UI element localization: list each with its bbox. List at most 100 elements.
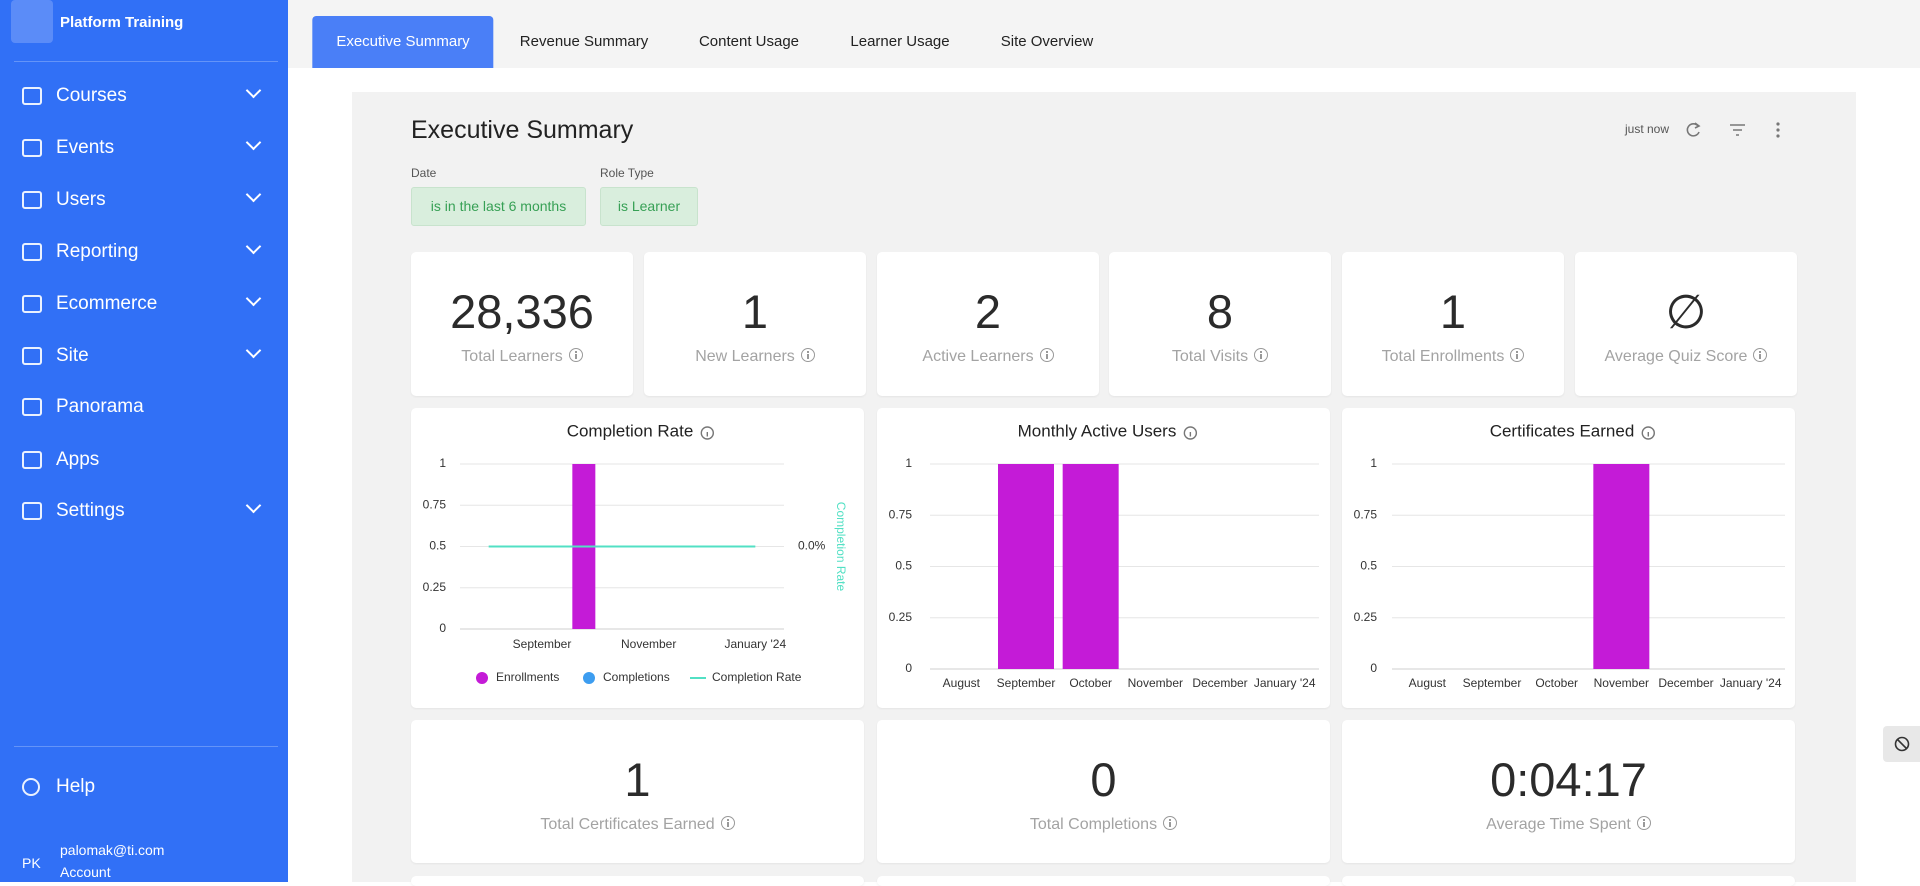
divider — [14, 61, 278, 62]
nav-label[interactable]: Reporting — [56, 241, 139, 262]
info-icon[interactable] — [1163, 816, 1178, 830]
info-icon[interactable] — [568, 348, 583, 362]
kpi-label-text: Average Quiz Score — [1604, 348, 1748, 365]
kpi-value: 0 — [1090, 753, 1117, 806]
chevron[interactable] — [245, 82, 262, 99]
kpi-value: 1 — [624, 753, 651, 806]
kpi-value: 2 — [974, 285, 1002, 338]
kpi-label-text: Total Visits — [1171, 348, 1249, 365]
tab[interactable]: Executive Summary — [312, 16, 494, 68]
tab[interactable]: Learner Usage — [850, 33, 950, 50]
menu-dot[interactable] — [1776, 134, 1780, 138]
info-icon[interactable] — [800, 348, 815, 362]
nav-icon — [22, 295, 42, 313]
help-item[interactable]: Help — [0, 767, 288, 807]
nav-icon — [22, 398, 42, 416]
info-icon[interactable] — [1636, 816, 1651, 830]
kpi-tile: 0 Total Completions — [877, 720, 1330, 863]
nav-label[interactable]: Events — [56, 137, 115, 158]
nav-label[interactable]: Settings — [56, 500, 125, 521]
nav-item[interactable]: Users — [0, 180, 288, 220]
tile — [877, 876, 1330, 886]
chevron[interactable] — [245, 497, 262, 514]
block-icon — [1894, 736, 1910, 752]
nav-icon — [22, 87, 42, 105]
tile — [1342, 876, 1795, 886]
info-icon[interactable] — [1254, 348, 1269, 362]
kpi-label: New Learners — [644, 348, 866, 366]
info-icon[interactable] — [1510, 348, 1525, 362]
kpi-label: Total Completions — [877, 816, 1330, 834]
menu-dot[interactable] — [1776, 128, 1780, 132]
logo[interactable] — [11, 0, 53, 43]
info-icon[interactable] — [1753, 348, 1768, 362]
kpi-value: 8 — [1206, 285, 1234, 338]
kpi-tile: 0:04:17 Average Time Spent — [1342, 720, 1795, 863]
nav-label[interactable]: Users — [56, 189, 106, 210]
chevron[interactable] — [245, 186, 262, 203]
kpi-label-text: Active Learners — [922, 348, 1034, 365]
kpi-label-text: Total Learners — [461, 348, 563, 365]
kpi-value: 1 — [741, 285, 769, 338]
nav-item[interactable]: Courses — [0, 76, 288, 116]
kpi-tile: 1 Total Certificates Earned — [411, 720, 864, 863]
tab-bar — [288, 0, 1920, 68]
brand[interactable]: Platform Training — [60, 14, 184, 31]
kpi-label-text: Average Time Spent — [1486, 816, 1631, 833]
kpi-label: Total Enrollments — [1342, 348, 1564, 366]
nav-icon — [22, 451, 42, 469]
kpi-label-text: New Learners — [695, 348, 795, 365]
toolbar-icons[interactable] — [1685, 120, 1795, 140]
chart-tile — [877, 408, 1330, 708]
user-initials: PK — [22, 855, 41, 871]
divider — [14, 746, 278, 747]
nav-item[interactable]: Panorama — [0, 387, 288, 427]
kpi-label: Total Visits — [1109, 348, 1331, 366]
help-label[interactable]: Help — [56, 776, 96, 797]
kpi-value: ∅ — [1665, 285, 1707, 338]
nav-item[interactable]: Site — [0, 336, 288, 376]
info-icon[interactable] — [720, 816, 735, 830]
refresh-icon[interactable] — [1686, 123, 1700, 137]
info-icon[interactable] — [1039, 348, 1054, 362]
menu-dot[interactable] — [1776, 122, 1780, 126]
nav-icon — [22, 243, 42, 261]
nav-label[interactable]: Panorama — [56, 396, 144, 417]
chevron[interactable] — [245, 342, 262, 359]
filter-label: Date — [411, 166, 437, 180]
chevron[interactable] — [245, 134, 262, 151]
help-icon — [22, 778, 40, 796]
tab[interactable]: Content Usage — [698, 33, 800, 50]
tab[interactable]: Revenue Summary — [519, 33, 649, 50]
kpi-label: Average Quiz Score — [1575, 348, 1797, 366]
nav-label[interactable]: Ecommerce — [56, 293, 158, 314]
tab[interactable]: Site Overview — [1000, 33, 1094, 50]
kpi-label-text: Total Enrollments — [1381, 348, 1505, 365]
nav-item[interactable]: Settings — [0, 491, 288, 531]
nav-icon — [22, 347, 42, 365]
nav-item[interactable]: Apps — [0, 440, 288, 480]
kpi-tile: 2 Active Learners — [877, 252, 1099, 396]
kpi-value: 0:04:17 — [1490, 753, 1647, 806]
floating-button[interactable] — [1883, 726, 1920, 762]
filter-icon[interactable] — [1730, 124, 1745, 136]
account-link[interactable]: Account — [60, 864, 111, 880]
dashboard-title: Executive Summary — [411, 116, 634, 144]
chevron[interactable] — [245, 238, 262, 255]
kpi-label: Average Time Spent — [1342, 816, 1795, 834]
nav-item[interactable]: Events — [0, 128, 288, 168]
kpi-tile: 8 Total Visits — [1109, 252, 1331, 396]
nav-item[interactable]: Ecommerce — [0, 284, 288, 324]
nav-label[interactable]: Site — [56, 345, 89, 366]
user-email[interactable]: palomak@ti.com — [60, 842, 165, 858]
kpi-label-text: Total Completions — [1029, 816, 1158, 833]
kpi-label: Active Learners — [877, 348, 1099, 366]
nav-label[interactable]: Apps — [56, 449, 100, 470]
filter-chip[interactable]: is Learner — [600, 187, 698, 226]
kpi-label: Total Certificates Earned — [411, 816, 864, 834]
nav-item[interactable]: Reporting — [0, 232, 288, 272]
filter-chip[interactable]: is in the last 6 months — [411, 187, 586, 226]
chevron[interactable] — [245, 290, 262, 307]
nav-label[interactable]: Courses — [56, 85, 127, 106]
